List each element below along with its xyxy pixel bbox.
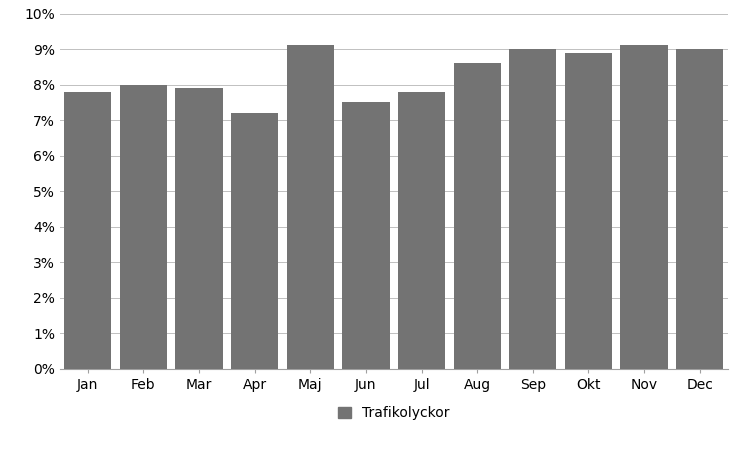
Bar (176, 88, 223, 369)
Legend: Trafikolyckor: Trafikolyckor (332, 401, 455, 426)
Bar (231, 113, 278, 369)
Bar (509, 49, 556, 369)
Bar (286, 45, 334, 369)
Bar (454, 63, 501, 369)
Bar (676, 49, 723, 369)
Bar (620, 45, 668, 369)
Bar (565, 53, 612, 369)
Bar (342, 103, 389, 369)
Bar (120, 85, 167, 369)
Bar (398, 92, 445, 369)
Bar (64, 92, 112, 369)
